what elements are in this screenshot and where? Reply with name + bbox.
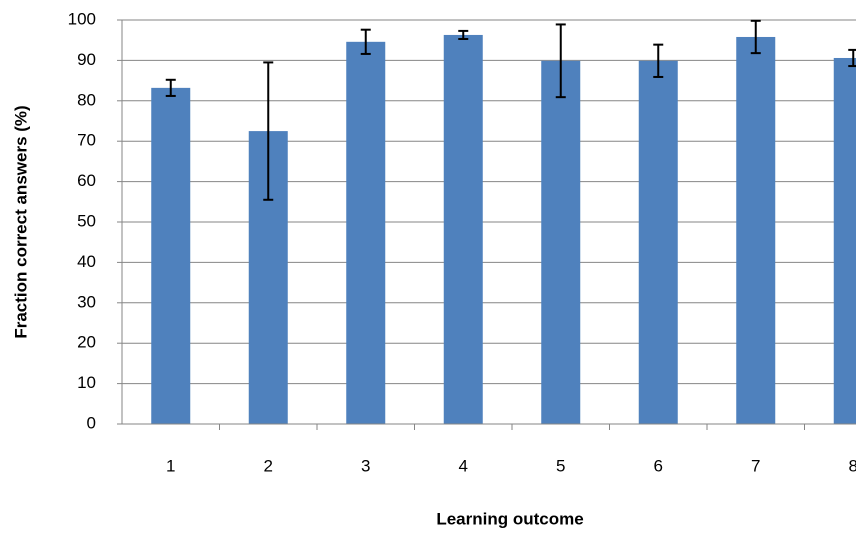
y-tick-label: 30 (77, 292, 96, 311)
bar (833, 57, 856, 424)
x-tick-label: 2 (264, 456, 273, 475)
x-tick-label: 6 (654, 456, 663, 475)
y-tick-label: 80 (77, 90, 96, 109)
error-bar (263, 61, 274, 201)
error-bar (848, 48, 856, 68)
error-bar (653, 43, 664, 78)
y-tick-label: 10 (77, 373, 96, 392)
error-bar (750, 19, 761, 55)
y-tick-label: 20 (77, 333, 96, 352)
x-tick-label: 7 (751, 456, 760, 475)
error-bar (165, 78, 176, 97)
bar (638, 60, 678, 424)
x-tick-label: 4 (459, 456, 468, 475)
x-tick-label: 8 (849, 456, 856, 475)
x-tick-label: 3 (361, 456, 370, 475)
error-bar (555, 23, 566, 99)
error-bar (360, 28, 371, 55)
bar (346, 41, 386, 424)
y-tick-label: 0 (87, 413, 96, 432)
x-tick-label: 5 (556, 456, 565, 475)
y-tick-label: 70 (77, 131, 96, 150)
y-tick-label: 60 (77, 171, 96, 190)
y-axis-title: Fraction correct answers (%) (11, 105, 30, 338)
x-tick-label: 1 (166, 456, 175, 475)
bar (151, 87, 191, 424)
x-axis-title: Learning outcome (436, 509, 583, 528)
bar (443, 34, 483, 425)
y-tick-label: 100 (68, 9, 96, 28)
bar (541, 60, 581, 424)
y-tick-label: 40 (77, 252, 96, 271)
bar (736, 36, 776, 425)
error-bar (458, 29, 469, 40)
y-tick-label: 50 (77, 211, 96, 230)
y-tick-label: 90 (77, 50, 96, 69)
